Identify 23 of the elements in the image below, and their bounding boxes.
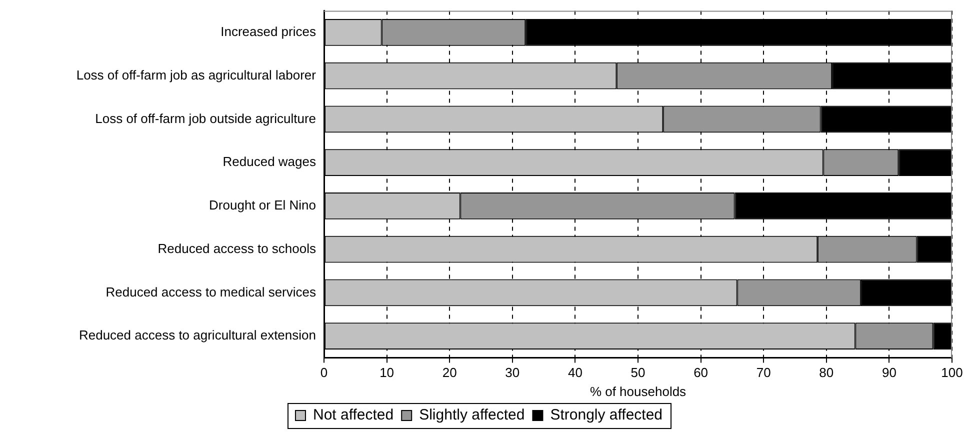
x-tick-label: 10 <box>380 365 394 380</box>
x-tick-label: 60 <box>694 365 708 380</box>
y-tick-label: Drought or El Nino <box>209 198 316 213</box>
y-tick-label: Increased prices <box>220 24 316 40</box>
y-tick-label: Reduced access to agricultural extension <box>78 328 316 343</box>
x-axis-title: % of households <box>590 384 687 399</box>
x-tick-label: 50 <box>630 365 646 380</box>
x-tick-label: 0 <box>320 365 328 380</box>
x-tick-label: 100 <box>941 365 963 380</box>
x-tick-label: 30 <box>505 365 520 380</box>
x-tick-label: 40 <box>568 365 582 380</box>
x-tick-label: 20 <box>442 365 457 380</box>
x-tick-label: 90 <box>882 365 896 380</box>
legend-label: Slightly affected <box>419 406 525 424</box>
legend-label: Not affected <box>312 406 394 424</box>
y-tick-label: Reduced access to medical services <box>106 284 316 300</box>
legend-label: Strongly affected <box>550 406 663 424</box>
y-tick-label: Loss of off-farm job as agricultural laborer <box>76 67 317 82</box>
y-tick-label: Reduced wages <box>222 154 316 170</box>
x-tick-label: 80 <box>819 365 834 380</box>
x-tick-label: 70 <box>756 365 771 380</box>
y-tick-label: Loss of off-farm job outside agriculture <box>95 110 316 126</box>
y-tick-label: Reduced access to schools <box>158 240 316 256</box>
